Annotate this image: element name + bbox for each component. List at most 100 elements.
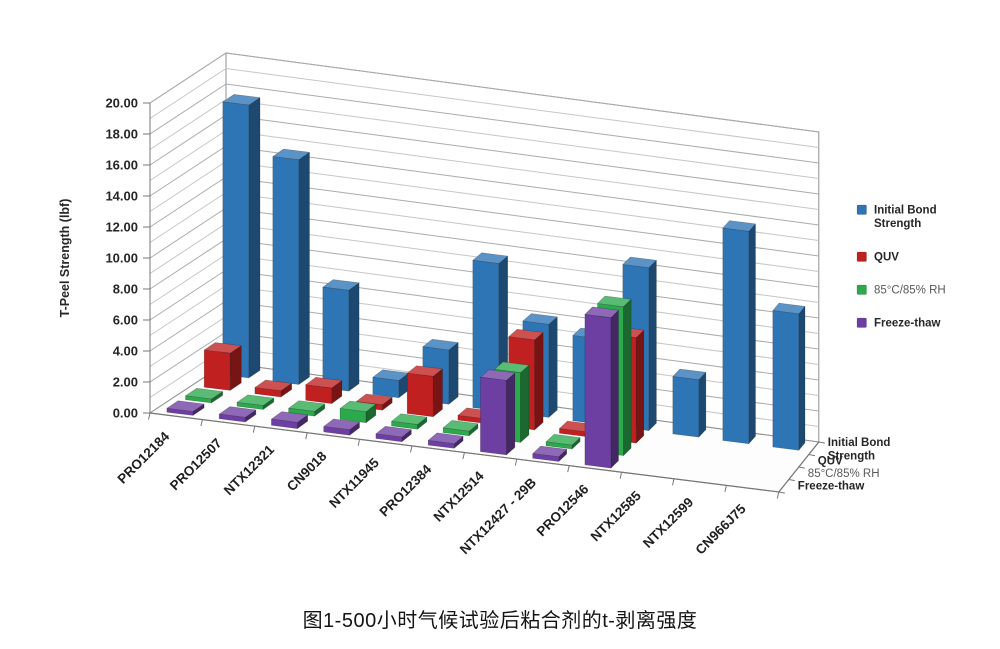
x-tick [776,491,780,499]
x-tick [462,452,465,460]
bar-front-face [254,387,282,398]
depth-axis-label: QUV [818,456,843,468]
y-axis-title: T-Peel Strength (lbf) [58,199,72,318]
bars-series-2 [185,295,632,456]
bar-3d [480,369,516,456]
bar-front-face [222,101,250,379]
bar-3d [584,306,619,469]
bar-top-face [480,369,516,381]
bar-front-face [185,395,212,404]
x-tick-label: PRO12184 [114,428,172,486]
bar-front-face [480,376,507,456]
bar-top-face [218,406,257,418]
legend: Initial Bond Strength QUV 85°C/85% RH Freeze… [856,204,946,330]
bar-side-face [298,152,310,385]
bar-side-face [534,332,544,431]
y-tick-label: 4.00 [113,344,138,359]
figure-caption: 图1-500小时气候试验后粘合剂的t-剥离强度 [302,610,698,632]
legend-swatch [856,251,867,262]
x-tick [567,465,570,473]
bar-top-face [597,295,632,308]
y-tick-label: 18.00 [105,127,138,142]
legend-item: QUV [856,251,899,264]
bar-3d [722,220,756,445]
bar-side-face [623,298,632,456]
bar-front-face [772,310,800,451]
depth-tick [788,478,795,482]
x-tick-label: CN9018 [284,448,330,494]
bar-side-face [520,364,530,443]
x-tick [252,426,256,433]
bar-top-face [772,302,806,315]
bar-top-face [672,368,707,381]
bar-front-face [272,156,300,385]
bar-3d [288,400,326,417]
bar-front-face [372,376,400,399]
legend-label: 85°C/85% RH [874,285,946,297]
bar-top-face [622,256,657,269]
bar-side-face [432,368,443,418]
bar-front-face [271,418,298,429]
bar-3d [218,406,257,423]
bar-front-face [375,433,403,443]
bar-front-face [584,314,612,469]
bar-3d [203,342,242,391]
bar-top-face [254,379,293,392]
bar-top-face [185,387,223,400]
legend-swatch [856,317,867,328]
x-tick [619,472,623,479]
legend-item: Initial Bond Strength [856,204,937,231]
bar-front-face [532,453,560,462]
bar-top-face [203,342,242,354]
legend-swatch [856,204,867,215]
bar-3d [185,387,223,404]
bar-side-face [698,371,707,438]
bar-side-face [748,223,756,445]
y-tick-label: 8.00 [113,282,138,297]
y-gridline [149,67,819,148]
bar-side-face [448,342,459,405]
y-gridline [149,52,819,133]
bar-top-face [375,425,412,438]
y-gridline [149,98,819,179]
bar-3d [272,148,310,385]
bar-front-face [323,426,351,436]
legend-label: Freeze-thaw [874,318,941,330]
bar-top-face [442,420,479,432]
legend-item: 85°C/85% RH [856,285,946,297]
bar-front-face [339,408,367,424]
y-tick-label: 20.00 [105,96,138,111]
bar-3d [222,94,261,379]
x-tick [148,412,151,420]
depth-axis-label: Freeze-thaw [798,481,865,493]
bar-top-face [166,400,205,412]
bar-top-face [494,361,530,374]
bar-3d [532,445,568,462]
bar-top-face [272,148,310,161]
bar-3d [391,413,428,430]
bar-side-face [798,306,806,451]
x-tick-label: NTX12321 [221,442,278,499]
bar-top-face [356,393,393,406]
depth-tick [818,441,825,444]
bar-front-face [442,427,470,437]
y-tick-label: 6.00 [113,313,138,328]
legend-label: Initial Bond Strength [874,205,937,231]
bar-front-face [322,286,350,392]
bar-side-face [348,282,360,392]
bar-front-face [218,413,246,423]
x-tick-label: PRO12546 [534,481,592,539]
x-tick-label: NTX12599 [640,495,696,551]
bar-3d [339,400,377,424]
legend-item: Freeze-thaw [856,317,941,330]
x-tick-label: PRO12507 [167,435,225,493]
bar-3d [442,420,479,437]
x-tick [357,439,361,446]
bar-top-face [339,400,377,413]
y-gridline [149,83,819,164]
bar-top-face [422,338,459,351]
bar-side-face [648,259,657,431]
x-tick [305,432,308,440]
